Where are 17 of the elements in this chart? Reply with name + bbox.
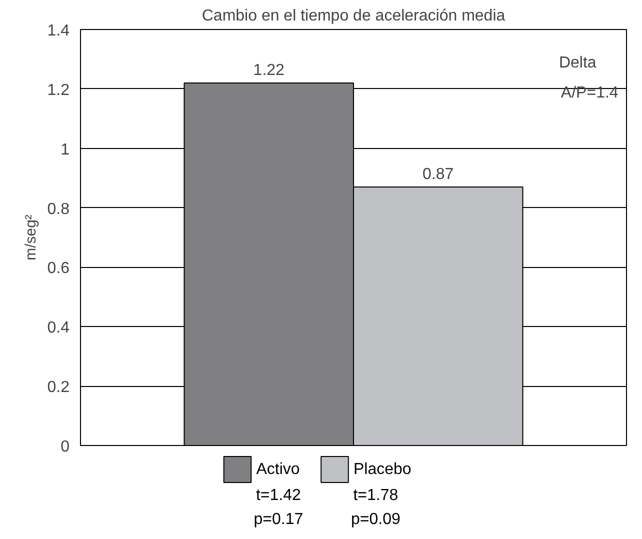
data-label: 0.87 (422, 166, 454, 183)
y-tick-label: 0.8 (47, 200, 70, 218)
legend-label: Activo (256, 461, 300, 478)
y-tick-label: 0 (60, 438, 70, 456)
y-tick-label: 0.4 (47, 320, 70, 337)
y-tick-label: 1.4 (47, 22, 70, 40)
annotation: Delta A/P=1.4 (558, 54, 618, 102)
legend-label: Placebo (354, 461, 412, 478)
text: t=1.78 p=0.09 (350, 487, 400, 528)
y-tick-label: 0.2 (47, 379, 70, 396)
chart-title: Cambio en el tiempo de aceleración media (202, 8, 506, 24)
data-label: 1.22 (253, 62, 285, 79)
y-tick-label: 1.2 (47, 82, 70, 99)
y-tick-label: 1 (60, 141, 70, 158)
y-axis-title: m/seg² (22, 214, 40, 260)
text: t=1.42 p=0.17 (254, 487, 304, 528)
y-tick-label: 0.6 (47, 260, 70, 278)
